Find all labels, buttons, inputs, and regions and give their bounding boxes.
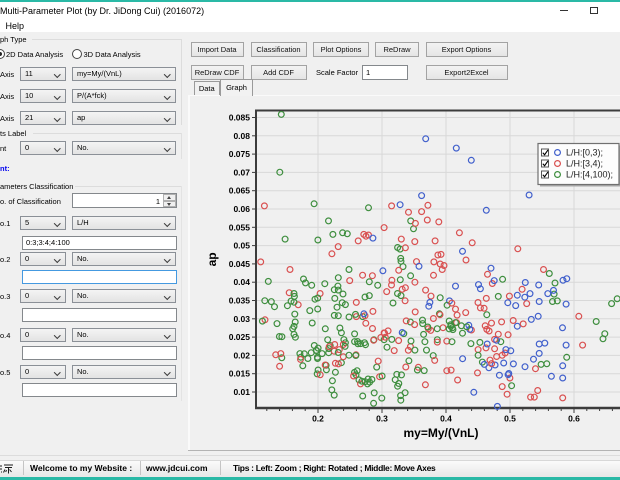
svg-text:0.05: 0.05: [233, 241, 250, 251]
svg-text:0.6: 0.6: [568, 414, 580, 424]
svg-text:my=My/(VnL): my=My/(VnL): [403, 426, 478, 440]
svg-text:0.03: 0.03: [233, 314, 250, 324]
svg-text:0.085: 0.085: [229, 113, 251, 123]
svg-text:0.035: 0.035: [229, 296, 251, 306]
svg-text:0.045: 0.045: [229, 259, 251, 269]
svg-text:0.025: 0.025: [229, 332, 251, 342]
svg-text:L/H:[3,4);: L/H:[3,4);: [566, 159, 603, 169]
svg-text:0.065: 0.065: [229, 186, 251, 196]
svg-text:0.4: 0.4: [440, 414, 452, 424]
svg-text:0.015: 0.015: [229, 369, 251, 379]
svg-text:0.3: 0.3: [376, 414, 388, 424]
svg-text:ap: ap: [205, 252, 219, 266]
svg-text:0.2: 0.2: [312, 414, 324, 424]
svg-text:0.02: 0.02: [233, 350, 250, 360]
svg-text:L/H:[4,100);: L/H:[4,100);: [566, 170, 613, 180]
svg-text:0.07: 0.07: [233, 167, 250, 177]
svg-text:0.01: 0.01: [233, 387, 250, 397]
svg-text:0.06: 0.06: [233, 204, 250, 214]
svg-text:0.08: 0.08: [233, 131, 250, 141]
svg-text:0.04: 0.04: [233, 277, 250, 287]
svg-text:0.075: 0.075: [229, 149, 251, 159]
svg-text:0.055: 0.055: [229, 222, 251, 232]
svg-text:0.5: 0.5: [504, 414, 516, 424]
svg-text:L/H:[0,3);: L/H:[0,3);: [566, 148, 603, 158]
